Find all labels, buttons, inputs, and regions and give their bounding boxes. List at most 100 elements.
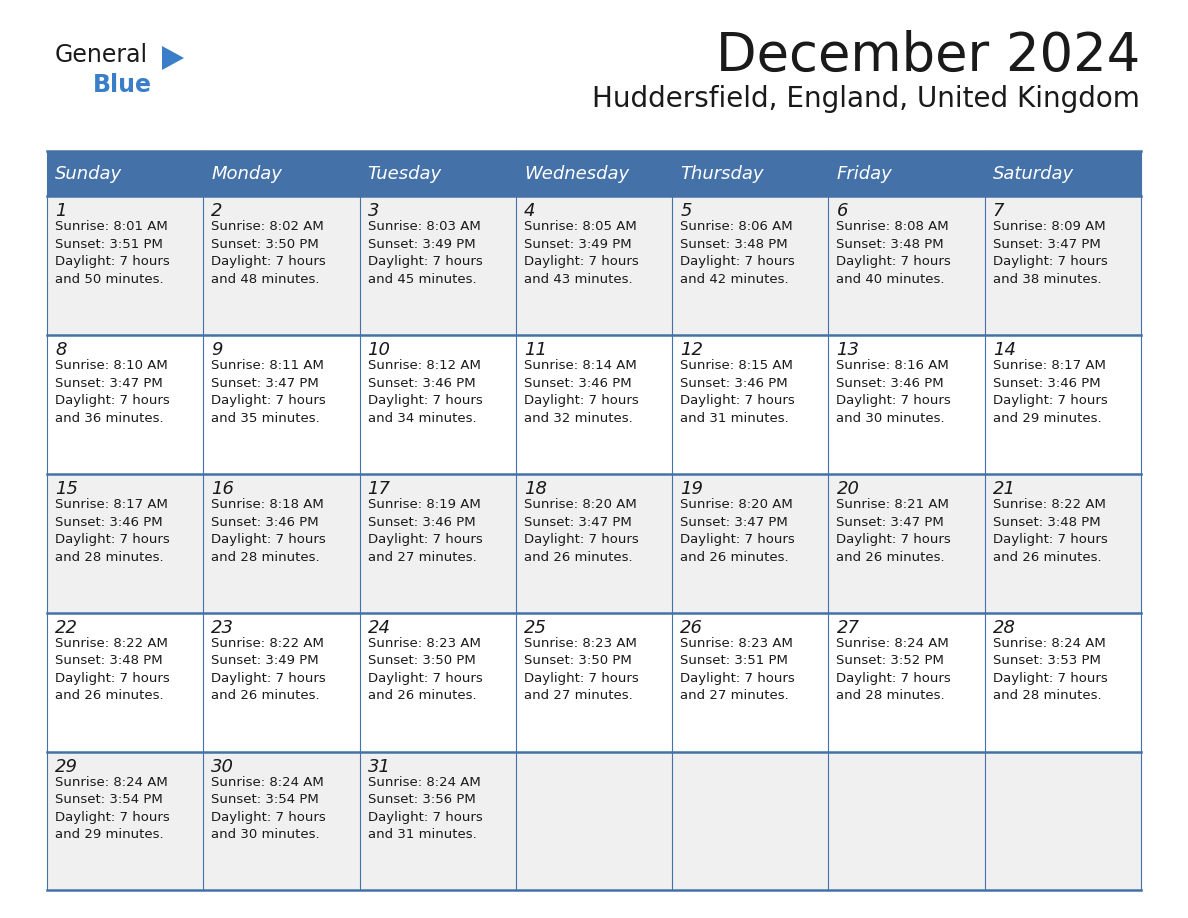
Bar bbox=[516, 151, 672, 196]
Text: Sunrise: 8:23 AM
Sunset: 3:51 PM
Daylight: 7 hours
and 27 minutes.: Sunrise: 8:23 AM Sunset: 3:51 PM Dayligh… bbox=[681, 637, 795, 702]
Text: Sunrise: 8:03 AM
Sunset: 3:49 PM
Daylight: 7 hours
and 45 minutes.: Sunrise: 8:03 AM Sunset: 3:49 PM Dayligh… bbox=[367, 220, 482, 285]
Text: 25: 25 bbox=[524, 619, 546, 637]
Bar bbox=[48, 752, 203, 890]
Bar bbox=[828, 151, 985, 196]
Text: 27: 27 bbox=[836, 619, 859, 637]
Text: Sunrise: 8:24 AM
Sunset: 3:53 PM
Daylight: 7 hours
and 28 minutes.: Sunrise: 8:24 AM Sunset: 3:53 PM Dayligh… bbox=[993, 637, 1107, 702]
Text: Huddersfield, England, United Kingdom: Huddersfield, England, United Kingdom bbox=[592, 85, 1140, 113]
Bar bbox=[828, 474, 985, 613]
Text: 8: 8 bbox=[55, 341, 67, 359]
Text: 3: 3 bbox=[367, 203, 379, 220]
Text: Sunrise: 8:11 AM
Sunset: 3:47 PM
Daylight: 7 hours
and 35 minutes.: Sunrise: 8:11 AM Sunset: 3:47 PM Dayligh… bbox=[211, 359, 326, 425]
Text: 24: 24 bbox=[367, 619, 391, 637]
Text: Sunrise: 8:22 AM
Sunset: 3:48 PM
Daylight: 7 hours
and 26 minutes.: Sunrise: 8:22 AM Sunset: 3:48 PM Dayligh… bbox=[55, 637, 170, 702]
Text: 20: 20 bbox=[836, 480, 859, 498]
Text: 6: 6 bbox=[836, 203, 848, 220]
Bar bbox=[828, 196, 985, 335]
Bar bbox=[985, 196, 1140, 335]
Text: Sunrise: 8:24 AM
Sunset: 3:54 PM
Daylight: 7 hours
and 30 minutes.: Sunrise: 8:24 AM Sunset: 3:54 PM Dayligh… bbox=[211, 776, 326, 841]
Text: Monday: Monday bbox=[211, 165, 283, 183]
Text: December 2024: December 2024 bbox=[715, 30, 1140, 82]
Bar bbox=[360, 196, 516, 335]
Text: Sunrise: 8:12 AM
Sunset: 3:46 PM
Daylight: 7 hours
and 34 minutes.: Sunrise: 8:12 AM Sunset: 3:46 PM Dayligh… bbox=[367, 359, 482, 425]
Bar bbox=[48, 151, 203, 196]
Text: Sunrise: 8:24 AM
Sunset: 3:52 PM
Daylight: 7 hours
and 28 minutes.: Sunrise: 8:24 AM Sunset: 3:52 PM Dayligh… bbox=[836, 637, 952, 702]
Bar bbox=[516, 196, 672, 335]
Bar bbox=[828, 335, 985, 474]
Bar bbox=[360, 474, 516, 613]
Bar bbox=[672, 613, 828, 752]
Text: 9: 9 bbox=[211, 341, 223, 359]
Bar bbox=[672, 151, 828, 196]
Text: 23: 23 bbox=[211, 619, 234, 637]
Text: Sunrise: 8:18 AM
Sunset: 3:46 PM
Daylight: 7 hours
and 28 minutes.: Sunrise: 8:18 AM Sunset: 3:46 PM Dayligh… bbox=[211, 498, 326, 564]
Text: 15: 15 bbox=[55, 480, 78, 498]
Bar bbox=[48, 196, 203, 335]
Text: 14: 14 bbox=[993, 341, 1016, 359]
Text: Sunday: Sunday bbox=[55, 165, 122, 183]
Text: 30: 30 bbox=[211, 757, 234, 776]
Text: Sunrise: 8:23 AM
Sunset: 3:50 PM
Daylight: 7 hours
and 26 minutes.: Sunrise: 8:23 AM Sunset: 3:50 PM Dayligh… bbox=[367, 637, 482, 702]
Bar bbox=[360, 335, 516, 474]
Text: Sunrise: 8:24 AM
Sunset: 3:56 PM
Daylight: 7 hours
and 31 minutes.: Sunrise: 8:24 AM Sunset: 3:56 PM Dayligh… bbox=[367, 776, 482, 841]
Text: Sunrise: 8:16 AM
Sunset: 3:46 PM
Daylight: 7 hours
and 30 minutes.: Sunrise: 8:16 AM Sunset: 3:46 PM Dayligh… bbox=[836, 359, 952, 425]
Text: Sunrise: 8:05 AM
Sunset: 3:49 PM
Daylight: 7 hours
and 43 minutes.: Sunrise: 8:05 AM Sunset: 3:49 PM Dayligh… bbox=[524, 220, 639, 285]
Bar bbox=[985, 474, 1140, 613]
Bar bbox=[203, 613, 360, 752]
Bar bbox=[672, 196, 828, 335]
Bar bbox=[360, 613, 516, 752]
Text: Sunrise: 8:14 AM
Sunset: 3:46 PM
Daylight: 7 hours
and 32 minutes.: Sunrise: 8:14 AM Sunset: 3:46 PM Dayligh… bbox=[524, 359, 639, 425]
Text: 17: 17 bbox=[367, 480, 391, 498]
Bar bbox=[672, 474, 828, 613]
Text: Friday: Friday bbox=[836, 165, 892, 183]
Text: Wednesday: Wednesday bbox=[524, 165, 628, 183]
Text: 7: 7 bbox=[993, 203, 1004, 220]
Text: Sunrise: 8:20 AM
Sunset: 3:47 PM
Daylight: 7 hours
and 26 minutes.: Sunrise: 8:20 AM Sunset: 3:47 PM Dayligh… bbox=[681, 498, 795, 564]
Text: Sunrise: 8:09 AM
Sunset: 3:47 PM
Daylight: 7 hours
and 38 minutes.: Sunrise: 8:09 AM Sunset: 3:47 PM Dayligh… bbox=[993, 220, 1107, 285]
Text: 18: 18 bbox=[524, 480, 546, 498]
Bar bbox=[828, 752, 985, 890]
Text: Sunrise: 8:01 AM
Sunset: 3:51 PM
Daylight: 7 hours
and 50 minutes.: Sunrise: 8:01 AM Sunset: 3:51 PM Dayligh… bbox=[55, 220, 170, 285]
Polygon shape bbox=[162, 46, 184, 70]
Text: 28: 28 bbox=[993, 619, 1016, 637]
Text: 12: 12 bbox=[681, 341, 703, 359]
Text: 5: 5 bbox=[681, 203, 691, 220]
Text: Sunrise: 8:17 AM
Sunset: 3:46 PM
Daylight: 7 hours
and 29 minutes.: Sunrise: 8:17 AM Sunset: 3:46 PM Dayligh… bbox=[993, 359, 1107, 425]
Bar bbox=[985, 335, 1140, 474]
Bar bbox=[360, 151, 516, 196]
Text: Sunrise: 8:24 AM
Sunset: 3:54 PM
Daylight: 7 hours
and 29 minutes.: Sunrise: 8:24 AM Sunset: 3:54 PM Dayligh… bbox=[55, 776, 170, 841]
Text: 10: 10 bbox=[367, 341, 391, 359]
Text: 1: 1 bbox=[55, 203, 67, 220]
Text: Sunrise: 8:17 AM
Sunset: 3:46 PM
Daylight: 7 hours
and 28 minutes.: Sunrise: 8:17 AM Sunset: 3:46 PM Dayligh… bbox=[55, 498, 170, 564]
Bar bbox=[203, 151, 360, 196]
Text: Sunrise: 8:22 AM
Sunset: 3:48 PM
Daylight: 7 hours
and 26 minutes.: Sunrise: 8:22 AM Sunset: 3:48 PM Dayligh… bbox=[993, 498, 1107, 564]
Bar bbox=[672, 335, 828, 474]
Bar bbox=[48, 335, 203, 474]
Bar bbox=[360, 752, 516, 890]
Bar bbox=[48, 474, 203, 613]
Text: Sunrise: 8:19 AM
Sunset: 3:46 PM
Daylight: 7 hours
and 27 minutes.: Sunrise: 8:19 AM Sunset: 3:46 PM Dayligh… bbox=[367, 498, 482, 564]
Bar bbox=[516, 613, 672, 752]
Text: 11: 11 bbox=[524, 341, 546, 359]
Text: Sunrise: 8:15 AM
Sunset: 3:46 PM
Daylight: 7 hours
and 31 minutes.: Sunrise: 8:15 AM Sunset: 3:46 PM Dayligh… bbox=[681, 359, 795, 425]
Text: Sunrise: 8:21 AM
Sunset: 3:47 PM
Daylight: 7 hours
and 26 minutes.: Sunrise: 8:21 AM Sunset: 3:47 PM Dayligh… bbox=[836, 498, 952, 564]
Text: Sunrise: 8:22 AM
Sunset: 3:49 PM
Daylight: 7 hours
and 26 minutes.: Sunrise: 8:22 AM Sunset: 3:49 PM Dayligh… bbox=[211, 637, 326, 702]
Text: General: General bbox=[55, 43, 148, 67]
Bar bbox=[516, 752, 672, 890]
Text: Saturday: Saturday bbox=[993, 165, 1074, 183]
Text: 13: 13 bbox=[836, 341, 859, 359]
Bar bbox=[672, 752, 828, 890]
Text: Sunrise: 8:08 AM
Sunset: 3:48 PM
Daylight: 7 hours
and 40 minutes.: Sunrise: 8:08 AM Sunset: 3:48 PM Dayligh… bbox=[836, 220, 952, 285]
Text: 2: 2 bbox=[211, 203, 223, 220]
Text: 16: 16 bbox=[211, 480, 234, 498]
Text: 19: 19 bbox=[681, 480, 703, 498]
Bar bbox=[516, 474, 672, 613]
Bar bbox=[985, 613, 1140, 752]
Text: Sunrise: 8:20 AM
Sunset: 3:47 PM
Daylight: 7 hours
and 26 minutes.: Sunrise: 8:20 AM Sunset: 3:47 PM Dayligh… bbox=[524, 498, 639, 564]
Bar bbox=[203, 752, 360, 890]
Bar bbox=[985, 752, 1140, 890]
Bar bbox=[203, 335, 360, 474]
Bar bbox=[203, 196, 360, 335]
Text: 4: 4 bbox=[524, 203, 536, 220]
Text: 29: 29 bbox=[55, 757, 78, 776]
